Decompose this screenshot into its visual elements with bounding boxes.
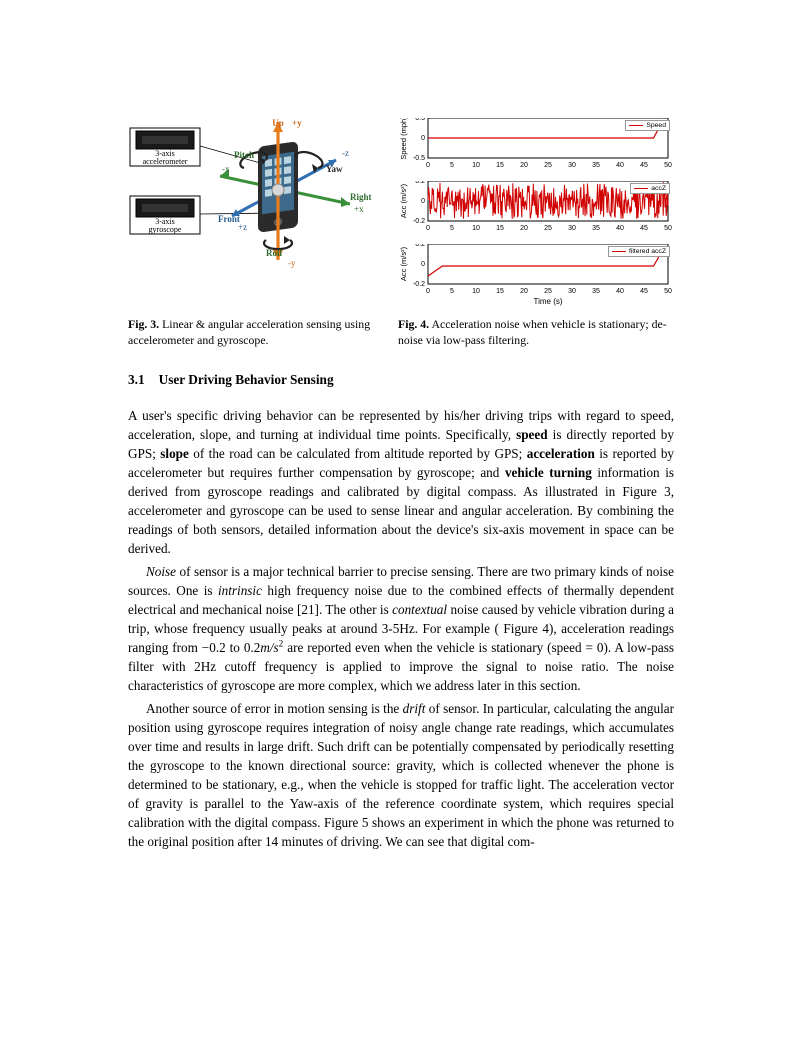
- svg-text:25: 25: [544, 225, 552, 232]
- p2-intrinsic: intrinsic: [218, 583, 262, 598]
- p2-contextual: contextual: [392, 602, 447, 617]
- legend-2: filtered accZ: [608, 246, 670, 257]
- paragraph-1: A user's specific driving behavior can b…: [128, 406, 674, 558]
- ylabel-2: Acc (m/s²): [399, 246, 408, 281]
- phone-axes-diagram: 3-axis accelerometer 3-axis gyroscope: [128, 118, 390, 268]
- figure-captions: Fig. 3. Linear & angular acceleration se…: [128, 317, 674, 348]
- label-up: Up: [272, 118, 284, 128]
- p1-speed: speed: [516, 427, 548, 442]
- p3-drift: drift: [403, 701, 426, 716]
- svg-text:30: 30: [568, 162, 576, 169]
- svg-text:-0.2: -0.2: [413, 218, 425, 225]
- svg-text:0.5: 0.5: [415, 118, 425, 122]
- svg-text:15: 15: [496, 162, 504, 169]
- svg-text:50: 50: [664, 225, 672, 232]
- label-roll: Roll: [266, 248, 283, 258]
- svg-text:5: 5: [450, 162, 454, 169]
- p3-a: Another source of error in motion sensin…: [146, 701, 403, 716]
- paragraph-3: Another source of error in motion sensin…: [128, 699, 674, 851]
- svg-text:15: 15: [496, 225, 504, 232]
- label-plus-x: +x: [354, 204, 364, 214]
- label-right: Right: [350, 192, 372, 202]
- section-number: 3.1: [128, 372, 145, 387]
- sensor-gyro-l2: gyroscope: [149, 225, 182, 234]
- svg-text:-0.5: -0.5: [413, 155, 425, 162]
- svg-text:35: 35: [592, 288, 600, 295]
- mini-chart-0: 05101520253035404550-0.500.5 Speed (mph)…: [398, 118, 674, 175]
- sensor-accel-l2: accelerometer: [143, 157, 188, 166]
- svg-text:50: 50: [664, 288, 672, 295]
- svg-text:45: 45: [640, 288, 648, 295]
- svg-text:25: 25: [544, 288, 552, 295]
- svg-text:20: 20: [520, 288, 528, 295]
- svg-text:45: 45: [640, 162, 648, 169]
- svg-text:30: 30: [568, 225, 576, 232]
- p1-accel: acceleration: [527, 446, 595, 461]
- caption-fig4: Fig. 4. Acceleration noise when vehicle …: [398, 317, 674, 348]
- svg-text:0: 0: [421, 261, 425, 268]
- svg-text:30: 30: [568, 288, 576, 295]
- svg-text:0: 0: [426, 162, 430, 169]
- caption-fig3: Fig. 3. Linear & angular acceleration se…: [128, 317, 388, 348]
- svg-text:25: 25: [544, 162, 552, 169]
- svg-text:0: 0: [421, 198, 425, 205]
- svg-text:-0.2: -0.2: [413, 281, 425, 288]
- p1-c: of the road can be calculated from altit…: [189, 446, 527, 461]
- figure-3: 3-axis accelerometer 3-axis gyroscope: [128, 118, 390, 311]
- svg-text:Time (s): Time (s): [533, 297, 562, 306]
- svg-text:40: 40: [616, 225, 624, 232]
- svg-text:0.2: 0.2: [415, 244, 425, 248]
- section-title: User Driving Behavior Sensing: [159, 372, 334, 387]
- ylabel-1: Acc (m/s²): [399, 183, 408, 218]
- svg-text:40: 40: [616, 288, 624, 295]
- p3-b: of sensor. In particular, calculating th…: [128, 701, 674, 849]
- caption-fig4-label: Fig. 4.: [398, 317, 429, 331]
- label-plus-z: +z: [238, 222, 247, 232]
- label-minus-y: -y: [288, 258, 296, 268]
- svg-text:50: 50: [664, 162, 672, 169]
- svg-text:0: 0: [426, 225, 430, 232]
- svg-text:15: 15: [496, 288, 504, 295]
- label-pitch: Pitch: [234, 150, 254, 160]
- caption-fig3-text: Linear & angular acceleration sensing us…: [128, 317, 370, 347]
- caption-fig3-label: Fig. 3.: [128, 317, 159, 331]
- label-yaw: Yaw: [326, 164, 343, 174]
- p1-slope: slope: [160, 446, 189, 461]
- caption-fig4-text: Acceleration noise when vehicle is stati…: [398, 317, 667, 347]
- legend-0: Speed: [625, 120, 670, 131]
- svg-text:20: 20: [520, 162, 528, 169]
- p2-unit: m/s: [260, 640, 278, 655]
- svg-text:5: 5: [450, 225, 454, 232]
- label-minus-x: -x: [222, 164, 230, 174]
- svg-text:20: 20: [520, 225, 528, 232]
- svg-text:35: 35: [592, 225, 600, 232]
- svg-text:45: 45: [640, 225, 648, 232]
- svg-text:40: 40: [616, 162, 624, 169]
- svg-text:10: 10: [472, 225, 480, 232]
- label-plus-y: +y: [292, 118, 302, 128]
- ylabel-0: Speed (mph): [399, 118, 408, 160]
- svg-text:10: 10: [472, 162, 480, 169]
- svg-text:0: 0: [426, 288, 430, 295]
- charts-stack: 05101520253035404550-0.500.5 Speed (mph)…: [398, 118, 674, 311]
- section-heading: 3.1 User Driving Behavior Sensing: [128, 372, 674, 388]
- svg-text:10: 10: [472, 288, 480, 295]
- svg-text:35: 35: [592, 162, 600, 169]
- svg-text:0.2: 0.2: [415, 181, 425, 185]
- svg-text:0: 0: [421, 135, 425, 142]
- paragraph-2: Noise of sensor is a major technical bar…: [128, 562, 674, 695]
- mini-chart-2: 05101520253035404550-0.200.2Time (s) Acc…: [398, 244, 674, 311]
- figures-row: 3-axis accelerometer 3-axis gyroscope: [128, 118, 674, 311]
- label-minus-z: -z: [342, 148, 349, 158]
- p2-noise: Noise: [146, 564, 176, 579]
- page-content: 3-axis accelerometer 3-axis gyroscope: [0, 0, 802, 915]
- p1-turn: vehicle turning: [505, 465, 592, 480]
- figure-4: 05101520253035404550-0.500.5 Speed (mph)…: [398, 118, 674, 311]
- legend-1: accZ: [630, 183, 670, 194]
- mini-chart-1: 05101520253035404550-0.200.2 Acc (m/s²) …: [398, 181, 674, 238]
- label-front: Front: [218, 214, 240, 224]
- svg-text:5: 5: [450, 288, 454, 295]
